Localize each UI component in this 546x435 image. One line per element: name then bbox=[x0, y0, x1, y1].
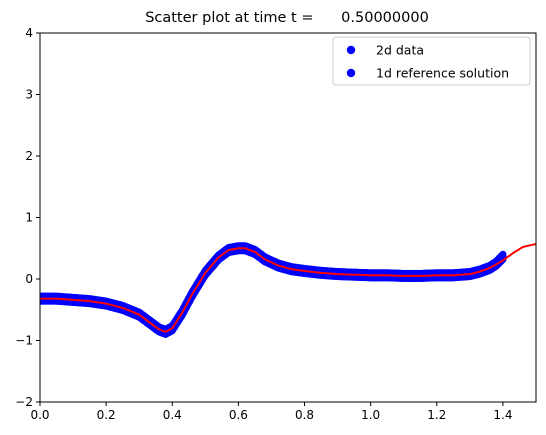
y-tick-label: −2 bbox=[15, 395, 33, 409]
y-tick-label: 0 bbox=[25, 272, 33, 286]
legend-marker bbox=[346, 68, 356, 78]
legend-label: 2d data bbox=[376, 43, 424, 58]
legend-box bbox=[332, 36, 531, 86]
y-tick-label: 2 bbox=[25, 149, 33, 163]
x-tick-label: 0.0 bbox=[30, 408, 49, 422]
legend-label: 1d reference solution bbox=[376, 66, 509, 81]
y-tick-label: 4 bbox=[25, 26, 33, 40]
series-1d-reference-line bbox=[40, 242, 536, 333]
y-axis: −2 −1 0 1 2 3 4 bbox=[15, 26, 40, 409]
x-tick-label: 0.6 bbox=[229, 408, 248, 422]
x-axis: 0.0 0.2 0.4 0.6 0.8 1.0 1.2 1.4 bbox=[30, 402, 512, 422]
x-tick-label: 1.2 bbox=[427, 408, 446, 422]
y-tick-label: 3 bbox=[25, 88, 33, 102]
x-tick-label: 1.0 bbox=[361, 408, 380, 422]
legend: 2d data 1d reference solution bbox=[332, 36, 531, 86]
x-tick-label: 1.4 bbox=[493, 408, 512, 422]
x-tick-label: 0.4 bbox=[163, 408, 182, 422]
x-tick-label: 0.2 bbox=[97, 408, 116, 422]
legend-marker bbox=[346, 45, 356, 55]
chart-title: Scatter plot at time t = 0.50000000 bbox=[145, 10, 429, 26]
y-tick-label: −1 bbox=[15, 334, 33, 348]
y-tick-label: 1 bbox=[25, 211, 33, 225]
data-point bbox=[499, 250, 507, 258]
series-layer bbox=[40, 242, 536, 338]
x-tick-label: 0.8 bbox=[295, 408, 314, 422]
